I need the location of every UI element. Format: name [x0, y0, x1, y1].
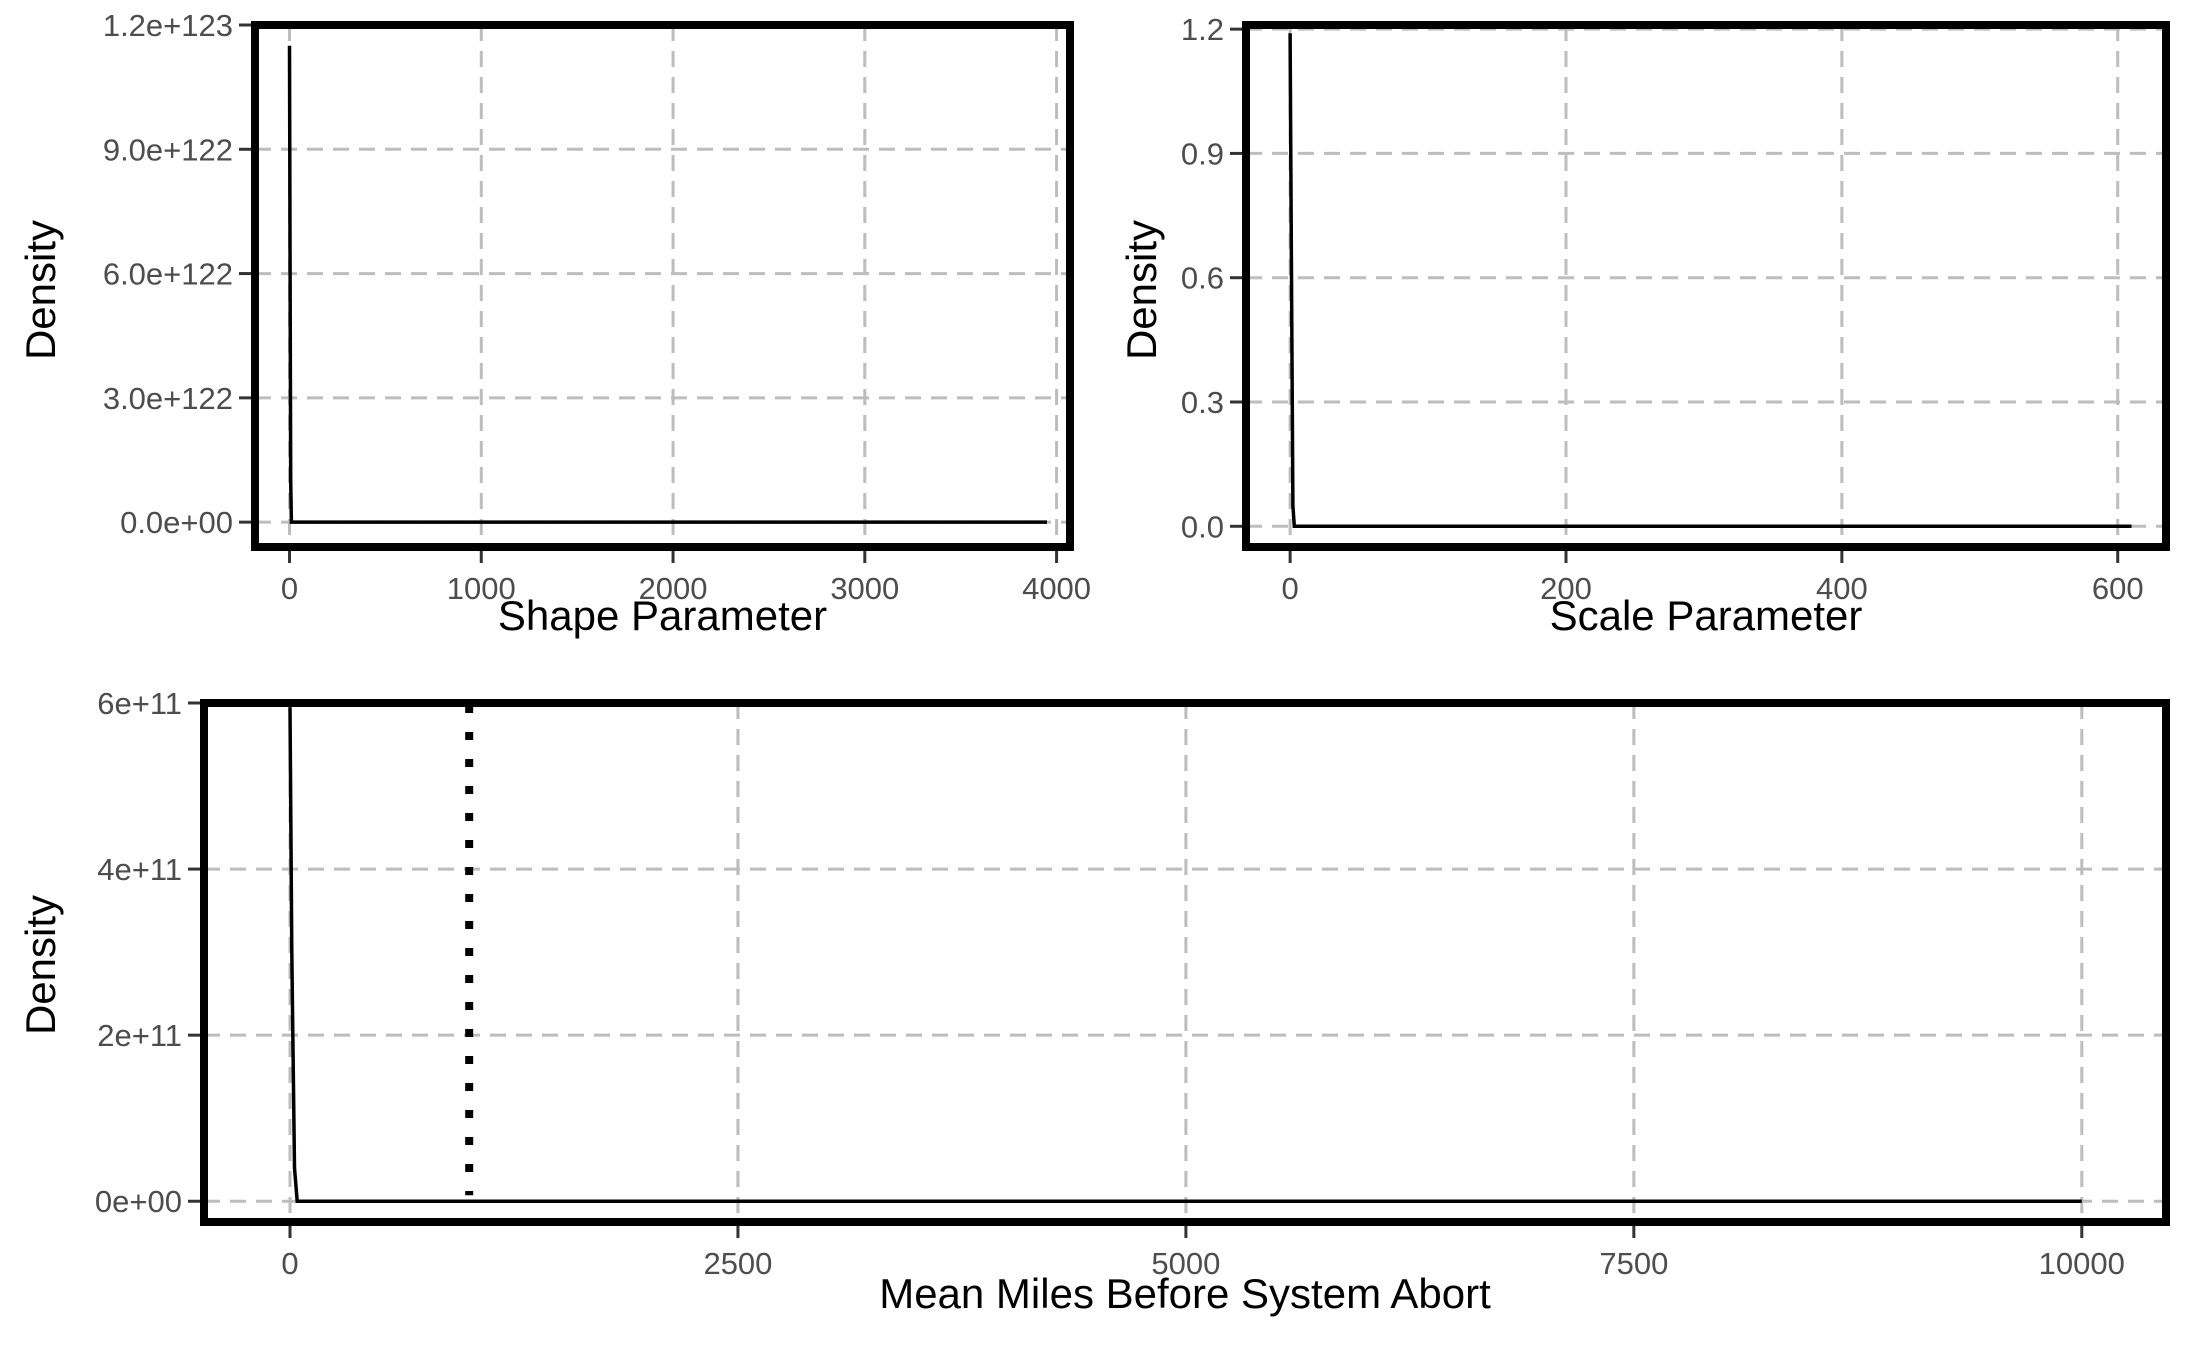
y-tick-label-1: 2e+11: [97, 1018, 182, 1053]
y-tick-label-2: 0.6: [1181, 261, 1224, 296]
axis-ticks: 0 1000 2000 3000 4000 0.0e+00 3.0e+122 6.0e+122…: [103, 8, 1091, 606]
x-tick-label-1: 2500: [703, 1246, 772, 1281]
y-tick-label-1: 3.0e+122: [103, 381, 233, 416]
y-tick-label-3: 9.0e+122: [103, 132, 233, 167]
y-tick-label-4: 1.2e+123: [103, 8, 233, 43]
y-axis-title: Density: [1118, 220, 1165, 360]
y-axis-title: Density: [17, 220, 64, 360]
x-tick-label-0: 0: [281, 1246, 298, 1281]
y-tick-label-0: 0.0e+00: [120, 505, 233, 540]
x-tick-label-2: 5000: [1151, 1246, 1220, 1281]
x-tick-label-3: 3000: [830, 571, 899, 606]
panel-border: [1242, 21, 2170, 551]
x-tick-label-3: 600: [2092, 571, 2144, 606]
density-line-1: [288, 707, 2082, 1203]
y-tick-label-0: 0.0: [1181, 509, 1224, 544]
x-tick-label-4: 10000: [2039, 1246, 2125, 1281]
panel-border: [251, 21, 1074, 551]
x-tick-label-0: 0: [1282, 571, 1299, 606]
x-tick-label-1: 1000: [447, 571, 516, 606]
y-tick-label-2: 4e+11: [97, 852, 182, 887]
panel-1: 0 1000 2000 3000 4000 0.0e+00 3.0e+122 6.0e+122…: [17, 8, 1091, 639]
x-tick-label-0: 0: [281, 571, 298, 606]
y-tick-label-2: 6.0e+122: [103, 257, 233, 292]
x-tick-label-4: 4000: [1022, 571, 1091, 606]
axis-ticks: 0 2500 5000 7500 10000 0e+00 2e+11 4e+11 6e+11: [95, 686, 2125, 1281]
x-axis-title: Scale Parameter: [1550, 592, 1863, 639]
panel-3: 0 2500 5000 7500 10000 0e+00 2e+11 4e+11 6e+11 Me…: [17, 686, 2170, 1317]
x-tick-label-2: 400: [1816, 571, 1868, 606]
y-tick-label-3: 0.9: [1181, 136, 1224, 171]
x-axis-title: Shape Parameter: [498, 592, 827, 639]
gridlines: [255, 23, 1070, 547]
axis-ticks: 0 200 400 600 0.0 0.3 0.6 0.9 1.2: [1181, 12, 2144, 606]
x-tick-label-1: 200: [1540, 571, 1592, 606]
gridlines: [204, 701, 2166, 1222]
density-line-1: [1288, 33, 2132, 529]
y-tick-label-0: 0e+00: [95, 1184, 182, 1219]
panel-border: [200, 699, 2170, 1226]
x-axis-title: Mean Miles Before System Abort: [879, 1270, 1491, 1317]
x-tick-label-2: 2000: [639, 571, 708, 606]
y-tick-label-3: 6e+11: [97, 686, 182, 721]
y-axis-title: Density: [17, 895, 64, 1035]
gridlines: [1246, 25, 2166, 547]
x-tick-label-3: 7500: [1599, 1246, 1668, 1281]
density-line-1: [287, 45, 1047, 524]
panel-2: 0 200 400 600 0.0 0.3 0.6 0.9 1.2 Scale Parameter…: [1118, 12, 2170, 639]
y-tick-label-1: 0.3: [1181, 385, 1224, 420]
y-tick-label-4: 1.2: [1181, 12, 1224, 47]
